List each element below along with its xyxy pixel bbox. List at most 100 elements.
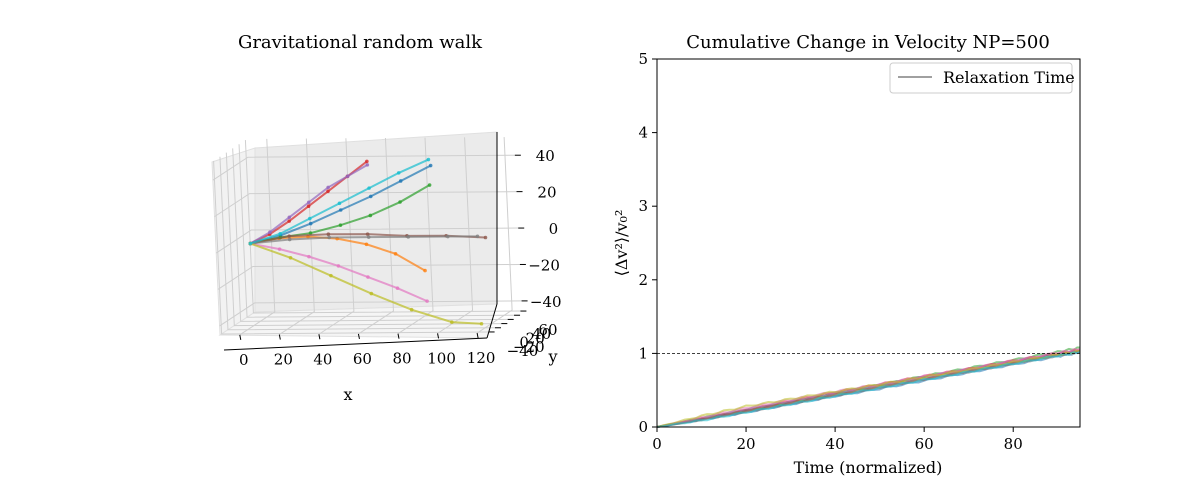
x-tick-mark — [437, 333, 440, 339]
trajectory-7-point — [366, 235, 371, 239]
trajectory-6-point — [336, 264, 341, 268]
x-tick-label: 40 — [313, 350, 332, 368]
velocity-plot-title: Cumulative Change in Velocity NP=500 — [686, 32, 1050, 53]
trajectory-8-point — [409, 307, 414, 312]
x-tick-label: 100 — [427, 349, 456, 367]
grid-line-z — [214, 191, 517, 218]
y-tick-label: 60 — [538, 321, 557, 339]
trajectory-8-point — [288, 255, 293, 260]
x-tick-label: 60 — [353, 350, 372, 368]
trajectory-5-point — [483, 235, 488, 240]
trajectory-9-point — [337, 201, 342, 206]
grid-line-z — [215, 227, 519, 254]
y-tick-label: 0 — [638, 418, 648, 436]
grid-line-z — [219, 300, 522, 327]
trajectory-8-point — [449, 320, 454, 324]
trajectory-5-point — [326, 232, 331, 237]
legend-box — [889, 62, 1073, 94]
plot-area — [657, 59, 1080, 427]
back-pane — [254, 131, 498, 313]
trajectory-9-point — [308, 216, 312, 221]
z-ticks-3d: −40 −20 0 20 40 — [514, 147, 562, 311]
y-ticks: 0 1 2 3 4 5 — [638, 50, 657, 436]
grid-line-x — [279, 138, 315, 335]
grid-line-x — [476, 137, 513, 334]
trajectory-2-point — [368, 213, 373, 218]
legend-entry-relaxation-time: Relaxation Time — [943, 68, 1075, 87]
walk-y-axis-label: y — [547, 347, 557, 366]
grid-line-y — [213, 160, 489, 335]
x-ticks-3d: 0 20 40 60 80 100 120 — [239, 332, 495, 369]
trajectory-8-point — [369, 291, 374, 296]
trajectory-6-point — [366, 275, 370, 279]
grid-line-z — [212, 154, 515, 181]
random-walk-3d-plot: Gravitational random walk 0 20 40 60 80 100 12… — [211, 32, 562, 404]
y-tick-label: 40 — [532, 325, 551, 343]
trajectory-0-point — [398, 179, 403, 183]
trajectory-9-point — [367, 186, 371, 190]
x-tick-label: 0 — [239, 351, 249, 369]
x-tick-label: 20 — [737, 435, 756, 453]
walk-plot-title: Gravitational random walk — [238, 32, 483, 53]
trajectory-7-point — [406, 235, 411, 239]
z-tick-label: 20 — [537, 184, 556, 202]
trajectory-1-point — [364, 242, 369, 247]
velocity-x-axis-label: Time (normalized) — [794, 458, 943, 477]
trajectory-7-point — [287, 237, 292, 242]
x-tick-label: 60 — [915, 435, 934, 453]
z-tick-label: 40 — [536, 147, 555, 165]
y-tick-label: −40 — [507, 342, 539, 360]
trajectory-6-point — [425, 299, 429, 303]
trajectory-7-point — [446, 234, 450, 239]
walk-x-axis-label: x — [343, 385, 352, 404]
grid-line-y — [244, 140, 521, 314]
trajectory-7-point — [327, 235, 331, 240]
trajectory-5-point — [365, 232, 370, 236]
velocity-series — [656, 346, 1081, 428]
y-tick-label: 3 — [638, 197, 648, 215]
trajectory-2-point — [338, 223, 343, 227]
x-ticks: 0 20 40 60 80 — [652, 427, 1023, 453]
grid-line-x — [397, 137, 434, 335]
trajectory-1-point — [423, 268, 427, 273]
trajectory-4-point — [365, 163, 370, 167]
trajectory-3-point — [365, 159, 369, 164]
trajectory-2-point — [308, 231, 313, 235]
trajectory-9-point — [278, 231, 282, 236]
trajectory-6-point — [395, 286, 400, 290]
velocity-y-axis-label: ⟨Δv²⟩/v₀² — [612, 210, 631, 277]
trajectory-3-point — [326, 189, 330, 194]
y-tick-label: −20 — [513, 338, 545, 356]
x-tick-mark — [397, 333, 400, 339]
grid-3d — [212, 137, 522, 336]
trajectory-3-point — [306, 204, 311, 209]
z-tick-label: −20 — [528, 256, 560, 274]
x-tick-mark — [318, 334, 321, 340]
trajectory-8-point — [329, 273, 333, 278]
grid-line-y — [225, 152, 502, 327]
velocity-plot: Cumulative Change in Velocity NP=500 0 20… — [612, 32, 1081, 477]
y-tick-label: 0 — [519, 334, 529, 352]
trajectory-4-point — [306, 200, 311, 205]
trajectory-0-point — [338, 208, 343, 212]
grid-line-x — [358, 137, 394, 335]
trajectory-0-point — [368, 194, 373, 199]
trajectory-9-point — [396, 171, 401, 175]
trajectory-4-point — [268, 230, 272, 235]
grid-line-y — [232, 148, 508, 322]
trajectory-0-point — [308, 221, 313, 226]
grid-line-z — [217, 263, 520, 290]
trajectories-3d — [248, 157, 488, 326]
trajectory-0-point — [428, 163, 433, 168]
x-tick-mark — [239, 334, 242, 340]
grid-line-x — [318, 138, 355, 335]
grid-line-y — [238, 144, 515, 318]
x-tick-mark — [476, 332, 479, 339]
x-axis-line — [223, 337, 488, 351]
y-tick-label: 5 — [638, 50, 648, 68]
trajectory-7-point — [475, 234, 480, 239]
z-tick-label: −40 — [530, 293, 562, 311]
grid-line-x — [239, 138, 276, 336]
trajectory-3-point — [287, 219, 291, 223]
